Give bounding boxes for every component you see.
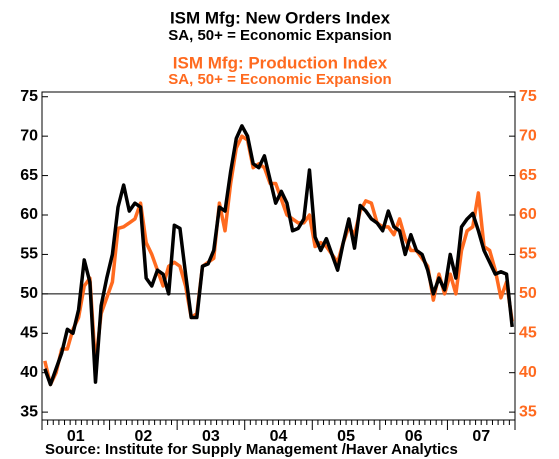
y2-tick-label: 45 bbox=[519, 324, 537, 341]
y2-tick-label: 50 bbox=[519, 285, 537, 302]
x-tick-label: 05 bbox=[337, 428, 355, 445]
y-tick-label: 35 bbox=[20, 403, 38, 420]
y-tick-label: 55 bbox=[20, 246, 38, 263]
y2-tick-label: 40 bbox=[519, 364, 537, 381]
y-tick-label: 50 bbox=[20, 285, 38, 302]
chart-title: ISM Mfg: New Orders Index bbox=[170, 8, 391, 27]
chart-title-2: ISM Mfg: Production Index bbox=[173, 53, 388, 72]
chart-subtitle: SA, 50+ = Economic Expansion bbox=[168, 27, 391, 44]
y2-tick-label: 75 bbox=[519, 88, 537, 105]
y2-tick-label: 60 bbox=[519, 206, 537, 223]
source-note: Source: Institute for Supply Management … bbox=[45, 441, 458, 458]
x-tick-label: 07 bbox=[472, 428, 490, 445]
y2-tick-label: 65 bbox=[519, 167, 537, 184]
series-line bbox=[43, 124, 514, 387]
x-tick-label: 06 bbox=[405, 428, 423, 445]
x-tick-label: 02 bbox=[134, 428, 152, 445]
y2-tick-label: 55 bbox=[519, 246, 537, 263]
y-tick-label: 65 bbox=[20, 167, 38, 184]
series-line bbox=[43, 134, 514, 387]
y-tick-label: 60 bbox=[20, 206, 38, 223]
chart-subtitle-2: SA, 50+ = Economic Expansion bbox=[168, 71, 391, 88]
y2-tick-label: 70 bbox=[519, 127, 537, 144]
y-tick-label: 40 bbox=[20, 364, 38, 381]
y-tick-label: 70 bbox=[20, 127, 38, 144]
y-tick-label: 45 bbox=[20, 324, 38, 341]
x-tick-label: 03 bbox=[202, 428, 220, 445]
x-tick-label: 01 bbox=[67, 428, 85, 445]
y-tick-label: 75 bbox=[20, 88, 38, 105]
y2-tick-label: 35 bbox=[519, 403, 537, 420]
x-tick-label: 04 bbox=[270, 428, 288, 445]
